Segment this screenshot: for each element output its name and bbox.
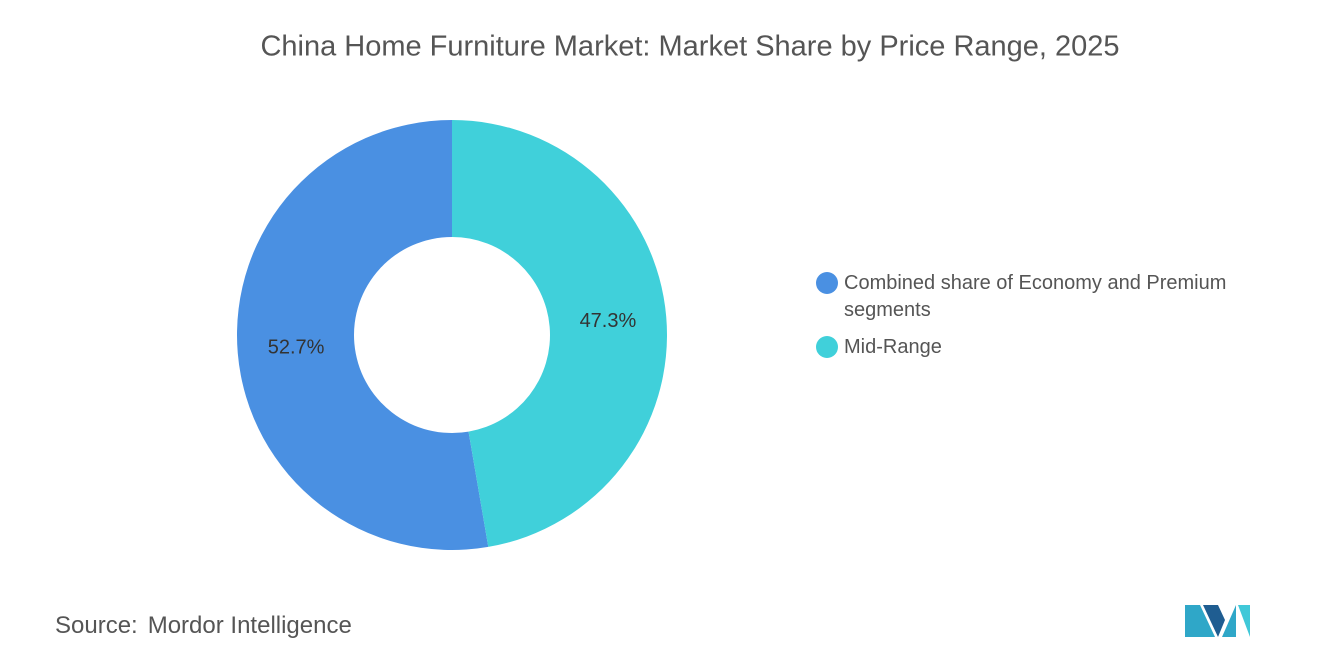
slice bbox=[452, 120, 667, 547]
legend-label: Combined share of Economy and Premium se… bbox=[844, 272, 1227, 321]
value-label: 47.3% bbox=[580, 310, 637, 332]
legend-label: Mid-Range bbox=[844, 336, 942, 358]
footer: Source: Mordor Intelligence bbox=[55, 612, 362, 640]
legend-swatch bbox=[816, 336, 838, 358]
source-label: Source: bbox=[55, 612, 138, 639]
legend: Combined share of Economy and Premium se… bbox=[816, 270, 1286, 371]
value-label: 52.7% bbox=[268, 337, 325, 359]
chart-title: China Home Furniture Market: Market Shar… bbox=[260, 31, 1119, 63]
logo bbox=[1185, 605, 1250, 637]
slice bbox=[236, 120, 489, 550]
legend-swatch bbox=[816, 272, 838, 294]
source: Mordor Intelligence bbox=[147, 612, 352, 639]
legend-item: Mid-Range bbox=[816, 334, 1286, 361]
legend-item: Combined share of Economy and Premium se… bbox=[816, 270, 1286, 324]
